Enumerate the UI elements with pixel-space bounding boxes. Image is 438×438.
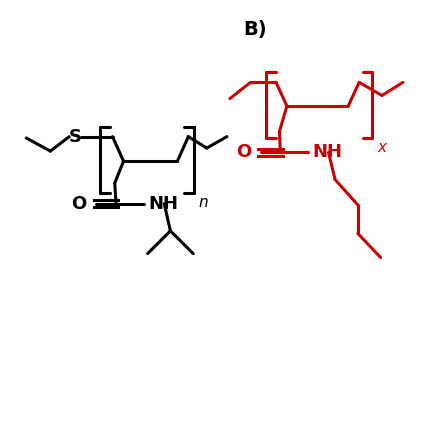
Text: S: S [69, 127, 82, 146]
Text: x: x [378, 140, 387, 155]
Text: O: O [236, 143, 251, 162]
Text: O: O [71, 194, 87, 213]
Text: B): B) [243, 20, 267, 39]
Text: n: n [199, 195, 208, 210]
Text: NH: NH [313, 143, 343, 162]
Text: NH: NH [148, 194, 178, 213]
